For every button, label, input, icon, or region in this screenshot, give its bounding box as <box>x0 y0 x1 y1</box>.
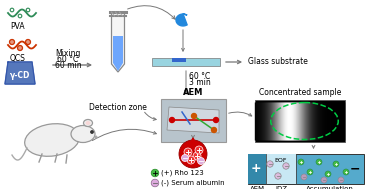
Circle shape <box>10 40 15 44</box>
Text: Accumulation: Accumulation <box>306 186 354 189</box>
Text: Glass substrate: Glass substrate <box>248 57 308 67</box>
Polygon shape <box>176 14 187 26</box>
Text: AEM: AEM <box>250 186 264 189</box>
Text: γ-CD: γ-CD <box>10 70 30 80</box>
Text: IDZ: IDZ <box>275 186 287 189</box>
Circle shape <box>267 161 273 167</box>
Text: −: − <box>350 163 360 176</box>
Circle shape <box>17 46 22 50</box>
Circle shape <box>283 163 289 169</box>
Polygon shape <box>113 36 123 71</box>
Text: QCS: QCS <box>10 54 26 63</box>
Ellipse shape <box>83 119 93 126</box>
Circle shape <box>343 169 349 175</box>
Circle shape <box>333 161 339 167</box>
Circle shape <box>151 179 159 187</box>
Polygon shape <box>167 107 219 133</box>
FancyBboxPatch shape <box>255 100 345 142</box>
Circle shape <box>214 118 218 122</box>
Ellipse shape <box>25 124 79 156</box>
Ellipse shape <box>86 121 90 125</box>
Circle shape <box>187 156 195 164</box>
Circle shape <box>321 177 327 183</box>
Text: 60 °C: 60 °C <box>189 72 210 81</box>
Text: (+) Rho 123: (+) Rho 123 <box>161 170 204 176</box>
Circle shape <box>275 173 281 179</box>
Circle shape <box>307 169 313 175</box>
Circle shape <box>212 128 217 132</box>
FancyBboxPatch shape <box>248 154 364 184</box>
Circle shape <box>298 159 304 165</box>
Text: +: + <box>251 163 262 176</box>
Text: Mixing: Mixing <box>55 49 81 58</box>
Circle shape <box>325 171 331 177</box>
Circle shape <box>198 157 205 164</box>
Circle shape <box>184 148 192 156</box>
FancyBboxPatch shape <box>160 98 225 142</box>
Text: Detection zone: Detection zone <box>89 103 147 112</box>
Polygon shape <box>112 12 125 72</box>
Circle shape <box>170 118 174 122</box>
Circle shape <box>193 152 201 160</box>
Circle shape <box>316 159 322 165</box>
Circle shape <box>91 131 93 133</box>
FancyBboxPatch shape <box>248 154 266 184</box>
Circle shape <box>151 169 159 177</box>
Circle shape <box>192 114 196 119</box>
Text: 60 min: 60 min <box>55 61 81 70</box>
FancyBboxPatch shape <box>172 58 186 62</box>
FancyBboxPatch shape <box>152 58 220 66</box>
FancyBboxPatch shape <box>266 154 296 184</box>
Circle shape <box>338 177 344 183</box>
Text: EOF: EOF <box>275 158 287 163</box>
Polygon shape <box>5 62 35 84</box>
Text: 3 min: 3 min <box>189 78 211 87</box>
Circle shape <box>26 40 31 44</box>
Text: AEM: AEM <box>183 88 203 97</box>
Circle shape <box>179 140 207 168</box>
Circle shape <box>95 136 97 138</box>
Text: Concentrated sample: Concentrated sample <box>259 88 341 97</box>
Text: (-) Serum albumin: (-) Serum albumin <box>161 180 225 186</box>
Polygon shape <box>187 138 199 150</box>
Text: 60 °C: 60 °C <box>57 55 78 64</box>
Ellipse shape <box>71 125 95 143</box>
Circle shape <box>301 174 307 180</box>
Circle shape <box>182 154 189 161</box>
Text: PVA: PVA <box>11 22 25 31</box>
Circle shape <box>195 146 203 154</box>
